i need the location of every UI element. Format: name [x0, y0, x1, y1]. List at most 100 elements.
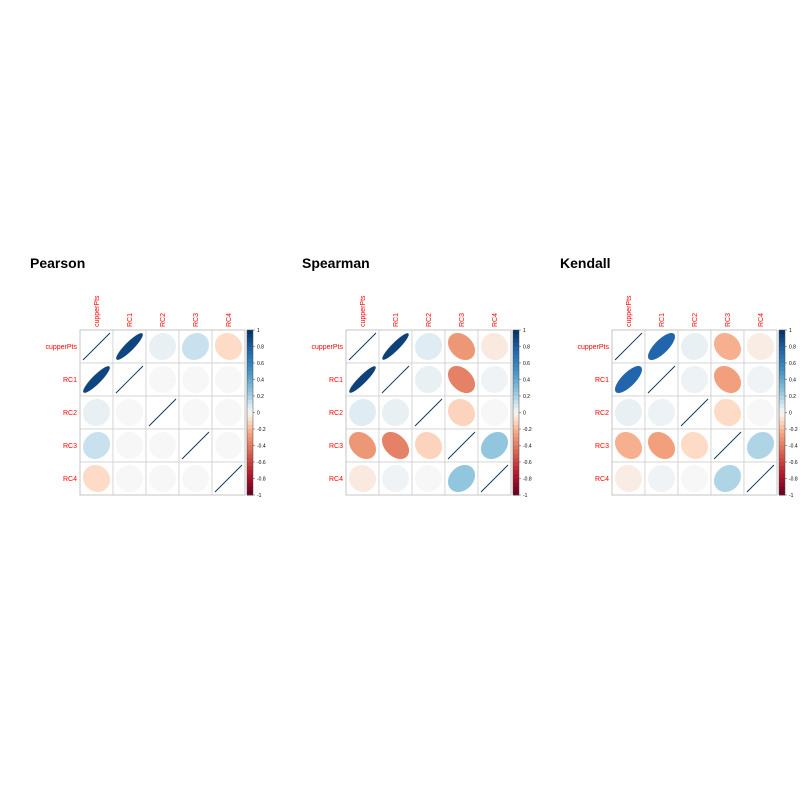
colorbar-segment	[513, 462, 519, 467]
colorbar-segment	[779, 462, 785, 467]
column-label: cupperPts	[94, 295, 101, 327]
panel-title: Pearson	[30, 255, 85, 271]
column-label: RC4	[226, 313, 233, 327]
colorbar-tick-label: 0.4	[789, 377, 796, 383]
colorbar-segment	[779, 404, 785, 409]
colorbar-segment	[779, 375, 785, 380]
colorbar-tick-label: 0.2	[523, 394, 530, 400]
ellipse-mark	[82, 431, 111, 460]
colorbar-segment	[513, 429, 519, 434]
ellipse-mark	[83, 366, 110, 393]
ellipse-mark	[713, 332, 742, 361]
colorbar-segment	[513, 375, 519, 380]
ellipse-mark	[214, 431, 243, 460]
colorbar-segment	[247, 437, 253, 442]
colorbar-segment	[779, 391, 785, 397]
colorbar-tick-label: -0.8	[789, 476, 798, 482]
ellipse-mark	[148, 431, 177, 460]
colorbar-segment	[513, 334, 519, 339]
colorbar-segment	[779, 342, 785, 347]
ellipse-mark	[214, 464, 243, 493]
ellipse-mark	[214, 332, 243, 361]
column-label: RC1	[127, 313, 134, 327]
ellipse-mark	[414, 398, 443, 427]
ellipse-mark	[414, 431, 443, 460]
colorbar-segment	[513, 466, 519, 471]
colorbar-tick-label: 0	[789, 410, 792, 416]
colorbar-segment	[779, 387, 785, 393]
colorbar-segment	[779, 490, 785, 496]
column-label: RC2	[426, 313, 433, 327]
colorbar-segment	[513, 342, 519, 347]
colorbar-segment	[779, 400, 785, 405]
ellipse-mark	[381, 365, 410, 394]
colorbar-segment	[247, 391, 253, 397]
ellipse-mark	[614, 332, 643, 361]
colorbar-tick-label: -0.6	[789, 460, 798, 466]
colorbar-segment	[779, 478, 785, 484]
column-label: RC2	[692, 313, 699, 327]
ellipse-mark	[647, 365, 676, 394]
ellipse-mark	[348, 464, 377, 493]
colorbar-segment	[779, 371, 785, 376]
column-label: RC3	[459, 313, 466, 327]
ellipse-mark	[746, 431, 775, 460]
ellipse-mark	[614, 398, 643, 427]
ellipse-mark	[381, 464, 410, 493]
colorbar-segment	[513, 338, 519, 343]
matrix-border	[345, 329, 512, 496]
colorbar-segment	[247, 383, 253, 389]
ellipse-mark	[148, 398, 177, 427]
column-label: RC2	[160, 313, 167, 327]
row-label: RC3	[595, 443, 609, 450]
column-label: RC1	[659, 313, 666, 327]
colorbar-segment	[513, 486, 519, 492]
ellipse-mark	[680, 464, 709, 493]
colorbar-tick-label: 0.8	[257, 344, 264, 350]
ellipse-mark	[647, 431, 676, 460]
ellipse-mark	[746, 464, 775, 493]
colorbar-segment	[247, 466, 253, 471]
colorbar-segment	[513, 396, 519, 401]
colorbar-segment	[513, 330, 519, 335]
ellipse-mark	[348, 431, 377, 460]
colorbar-segment	[513, 346, 519, 352]
panel-title: Kendall	[560, 255, 611, 271]
ellipse-mark	[181, 398, 210, 427]
colorbar-tick-label: -0.8	[257, 476, 266, 482]
colorbar-segment	[513, 478, 519, 484]
ellipse-mark	[214, 365, 243, 394]
matrix-border	[611, 329, 778, 496]
matrix-border	[79, 329, 246, 496]
colorbar-segment	[779, 334, 785, 339]
colorbar-segment	[513, 387, 519, 393]
ellipse-mark	[746, 332, 775, 361]
colorbar-segment	[247, 474, 253, 479]
colorbar-tick-label: 0.6	[523, 361, 530, 367]
colorbar-segment	[779, 416, 785, 422]
colorbar-segment	[779, 441, 785, 446]
colorbar-segment	[513, 408, 519, 413]
ellipse-mark	[713, 365, 742, 394]
row-label: RC3	[63, 443, 77, 450]
ellipse-mark	[82, 398, 111, 427]
ellipse-mark	[713, 464, 742, 493]
ellipse-mark	[115, 464, 144, 493]
colorbar-segment	[247, 358, 253, 364]
colorbar-segment	[513, 379, 519, 385]
colorbar-segment	[779, 383, 785, 389]
ellipse-mark	[181, 464, 210, 493]
column-label: RC4	[492, 313, 499, 327]
ellipse-mark	[647, 464, 676, 493]
colorbar-tick-label: -1	[257, 493, 262, 499]
ellipse-mark	[614, 464, 643, 493]
colorbar-segment	[513, 412, 519, 418]
colorbar-segment	[513, 416, 519, 422]
ellipse-mark	[381, 431, 410, 460]
colorbar-segment	[513, 420, 519, 426]
colorbar-segment	[247, 346, 253, 352]
colorbar-segment	[247, 424, 253, 430]
colorbar-segment	[513, 474, 519, 479]
colorbar-tick-label: 0.8	[789, 344, 796, 350]
row-label: RC2	[329, 410, 343, 417]
